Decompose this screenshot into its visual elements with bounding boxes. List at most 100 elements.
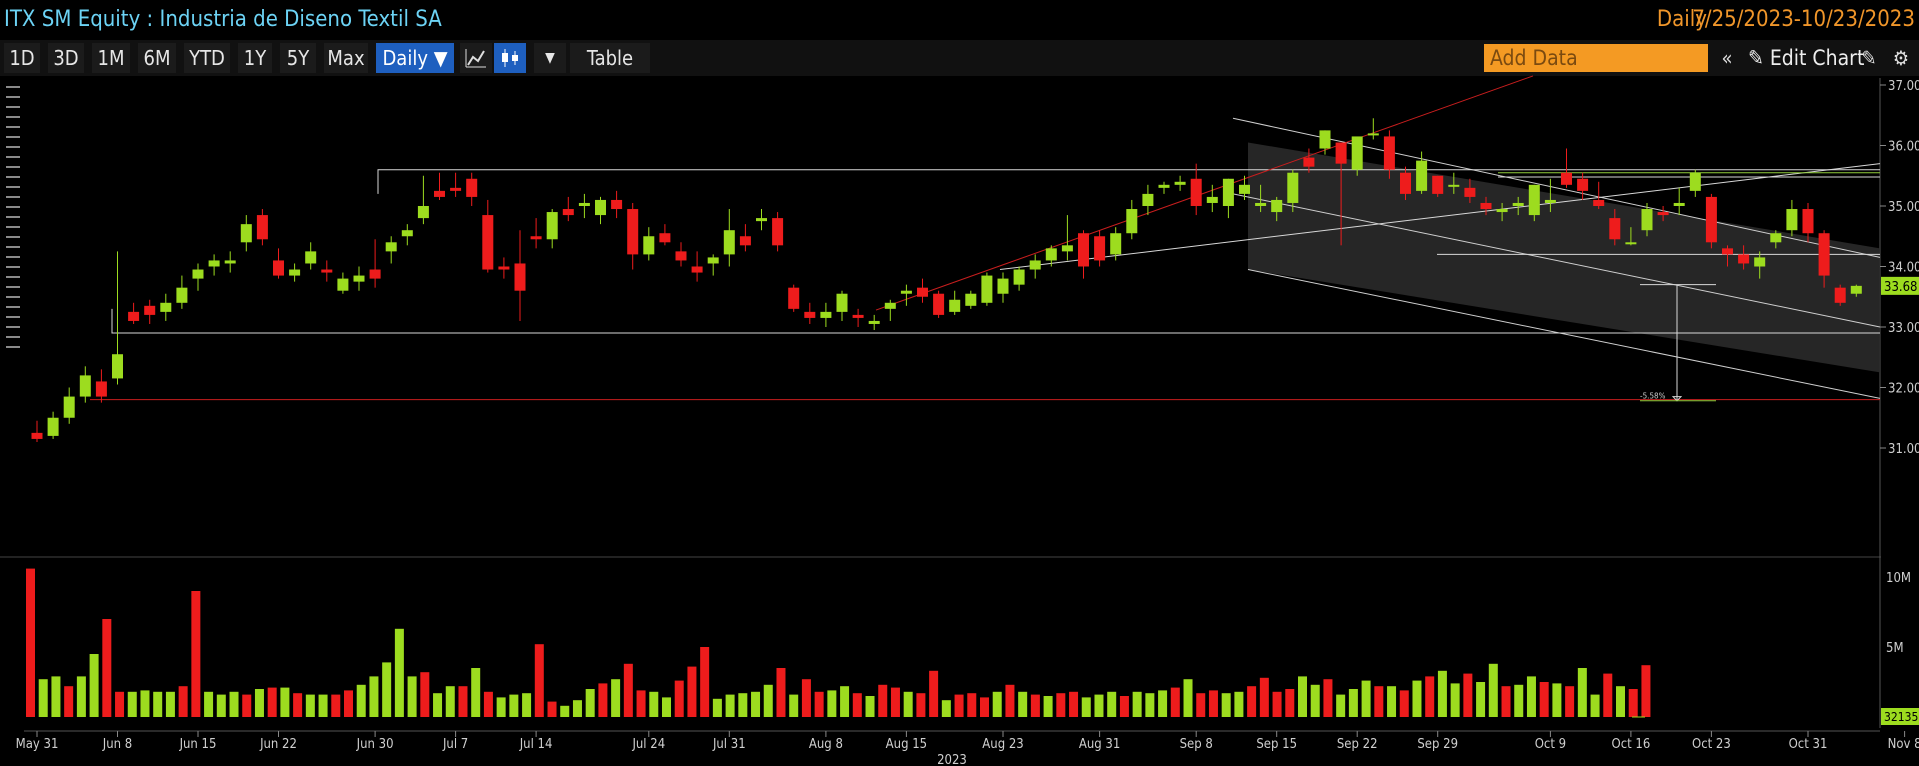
volume-bar: [1628, 689, 1638, 717]
candle-body: [112, 354, 123, 379]
period-max-button[interactable]: Max: [324, 43, 368, 73]
candle-body: [1351, 136, 1363, 170]
candle-body: [256, 215, 268, 240]
candle-body: [1303, 157, 1315, 167]
date-tick-label: Sep 29: [1417, 737, 1458, 752]
volume-bar: [115, 691, 125, 717]
period-1y-button[interactable]: 1Y: [238, 43, 272, 73]
drawing-annotations[interactable]: -5.58%: [90, 75, 1881, 402]
volume-bar: [776, 668, 786, 717]
volume-bar: [1514, 684, 1524, 717]
channel-shade: [1248, 142, 1880, 373]
candle-body: [562, 209, 574, 216]
candle-body: [627, 209, 639, 255]
period-1m-button[interactable]: 1M: [92, 43, 130, 73]
axes: 37.00 36.00 35.00 34.00 33.00 32.00 31.00 33.68…: [16, 79, 1919, 766]
drawing-toolbar[interactable]: [0, 78, 24, 598]
resistance-line: [377, 169, 1880, 194]
period-3d-button[interactable]: 3D: [48, 43, 84, 73]
chart-type-chevron-down-icon[interactable]: ▼: [534, 43, 566, 73]
candle-body: [1029, 260, 1041, 270]
volume-bar: [560, 705, 570, 717]
volume-tick-label: 5M: [1886, 641, 1904, 656]
volume-bar: [738, 693, 748, 717]
candle-body: [1561, 172, 1572, 185]
channel-lower-line: [1247, 269, 1881, 399]
annotate-icon[interactable]: ✎: [1861, 46, 1877, 70]
volume-bar: [662, 697, 671, 717]
candle-body: [981, 275, 993, 303]
volume-bar: [1018, 691, 1028, 717]
candle-body: [450, 187, 462, 191]
date-range-label[interactable]: 7/25/2023-10/23/2023: [1692, 7, 1915, 32]
candle-body: [1045, 248, 1057, 261]
date-tick-label: Sep 22: [1337, 737, 1378, 752]
price-tick-label: 35.00: [1888, 200, 1919, 215]
edit-chart-button[interactable]: ✎ Edit Chart: [1748, 44, 1864, 72]
candle-body: [611, 199, 623, 210]
volume-bar: [878, 684, 888, 717]
line-chart-icon[interactable]: [460, 43, 492, 73]
volume-bar: [1056, 693, 1066, 717]
volume-bar: [649, 691, 659, 717]
candle-body: [1448, 184, 1460, 187]
candle-chart-icon[interactable]: [494, 43, 526, 73]
volume-bar: [76, 676, 86, 717]
volume-bar: [751, 691, 761, 717]
candle-body: [1255, 202, 1267, 206]
gear-icon[interactable]: ⚙: [1892, 46, 1910, 70]
percent-change-label: -5.58%: [1640, 391, 1666, 400]
period-5y-button[interactable]: 5Y: [280, 43, 316, 73]
volume-bar: [611, 679, 621, 717]
candle-body: [1480, 202, 1492, 210]
last-volume-tag: [1881, 708, 1919, 725]
candle-body: [208, 260, 220, 267]
candle-body: [530, 236, 542, 240]
collapse-double-chevron-icon[interactable]: «: [1721, 46, 1733, 70]
price-tick-label: 36.00: [1888, 140, 1919, 155]
volume-bar: [1234, 691, 1244, 717]
volume-bar: [1412, 680, 1422, 717]
period-1d-button[interactable]: 1D: [4, 43, 40, 73]
candle-body: [1786, 209, 1798, 231]
date-tick-label: Aug 31: [1079, 737, 1120, 752]
volume-bar: [102, 619, 112, 717]
interval-dropdown[interactable]: Daily ▼: [376, 43, 454, 73]
volume-bar: [38, 679, 48, 717]
volume-bar: [1107, 691, 1117, 717]
candle-body: [1400, 172, 1411, 194]
candle-body: [1770, 233, 1782, 243]
volume-bar: [242, 694, 252, 717]
volume-bar: [1081, 697, 1091, 717]
candle-body: [949, 299, 961, 312]
volume-bar: [1310, 684, 1320, 717]
last-volume-label: 32135: [1884, 710, 1918, 724]
table-button[interactable]: Table: [570, 43, 650, 73]
candle-body: [1754, 257, 1766, 267]
volume-bar: [1348, 689, 1358, 717]
volume-bar: [1450, 683, 1460, 717]
period-ytd-button[interactable]: YTD: [184, 43, 230, 73]
volume-bar: [458, 686, 468, 717]
candle-body: [79, 375, 91, 397]
volume-bar: [229, 691, 239, 717]
candle-body: [1544, 199, 1556, 203]
candle-body: [1818, 233, 1830, 276]
volume-bar: [1132, 691, 1142, 717]
volume-bar: [1437, 670, 1447, 717]
volume-bar: [369, 676, 379, 717]
period-6m-button[interactable]: 6M: [138, 43, 176, 73]
candle-body: [498, 266, 510, 270]
volume-bar: [585, 689, 595, 717]
add-data-input[interactable]: Add Data: [1484, 44, 1708, 72]
pencil-icon: ✎: [1748, 46, 1770, 70]
volume-bar: [344, 690, 353, 717]
candle-body: [900, 290, 912, 294]
candle-body: [691, 266, 703, 273]
volume-bar: [1501, 686, 1511, 717]
volume-bar: [280, 687, 290, 717]
volume-bars: [26, 568, 1651, 718]
candle-body: [144, 305, 156, 315]
date-tick-label: Oct 16: [1611, 737, 1650, 752]
